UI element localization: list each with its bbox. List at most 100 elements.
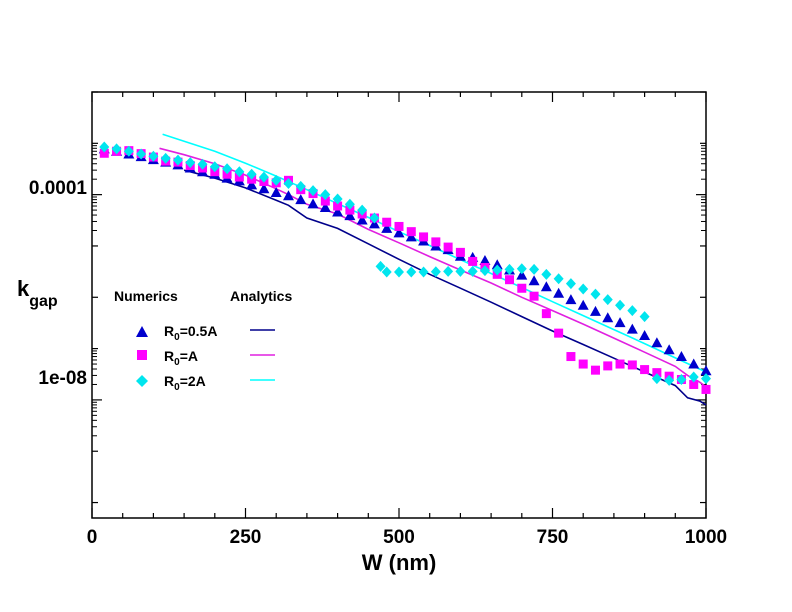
data-point-diamond xyxy=(111,143,122,155)
data-point-square xyxy=(505,275,515,285)
data-point-square xyxy=(468,256,478,266)
data-point-triangle xyxy=(356,214,368,225)
data-point-square xyxy=(529,291,539,301)
data-point-diamond xyxy=(492,264,503,276)
data-point-diamond xyxy=(123,145,134,157)
data-point-triangle xyxy=(675,351,687,362)
data-point-diamond xyxy=(467,265,478,277)
data-point-diamond xyxy=(479,265,490,277)
data-point-triangle xyxy=(700,365,712,376)
y-axis-title: kgap xyxy=(17,276,58,310)
data-point-square xyxy=(431,237,441,247)
data-point-diamond xyxy=(615,299,626,311)
data-point-triangle xyxy=(491,259,503,270)
data-point-diamond xyxy=(369,212,380,224)
legend-label-r05: R0=0.5A xyxy=(164,323,217,343)
data-point-diamond xyxy=(258,171,269,183)
data-point-triangle xyxy=(651,337,663,348)
data-point-square xyxy=(603,361,613,371)
axis-ticks xyxy=(91,91,707,518)
data-point-square xyxy=(517,283,527,293)
data-point-square xyxy=(689,379,699,389)
data-point-diamond xyxy=(639,311,650,323)
data-point-triangle xyxy=(270,187,282,198)
data-point-diamond xyxy=(688,371,699,383)
data-point-diamond xyxy=(578,283,589,295)
data-point-diamond xyxy=(455,265,466,277)
data-point-square xyxy=(554,328,564,338)
data-point-triangle xyxy=(282,190,294,201)
data-point-square xyxy=(222,169,232,179)
legend-marker-square xyxy=(137,350,147,360)
data-point-diamond xyxy=(246,168,257,180)
plot-frame xyxy=(91,91,707,519)
data-point-diamond xyxy=(406,266,417,278)
y-axis-title-sub: gap xyxy=(29,293,58,310)
data-point-diamond xyxy=(443,265,454,277)
data-point-diamond xyxy=(701,373,711,385)
x-axis-title: W (nm) xyxy=(362,550,437,575)
legend-numerics-header: Numerics xyxy=(114,288,178,304)
data-point-square xyxy=(419,232,429,242)
data-point-square xyxy=(406,227,416,237)
data-point-diamond xyxy=(394,266,404,278)
data-point-diamond xyxy=(504,263,515,275)
data-point-diamond xyxy=(627,305,638,317)
data-point-triangle xyxy=(589,305,601,316)
legend-label-r2: R0=2A xyxy=(164,373,206,393)
data-point-triangle xyxy=(602,312,614,323)
data-point-diamond xyxy=(320,189,331,201)
data-point-triangle xyxy=(393,227,405,238)
data-point-diamond xyxy=(283,177,294,189)
series-line-5 xyxy=(162,133,707,373)
data-point-triangle xyxy=(553,287,565,298)
data-point-square xyxy=(382,217,392,227)
data-point-square xyxy=(541,309,551,319)
data-point-square xyxy=(590,365,600,375)
data-point-diamond xyxy=(222,163,233,175)
x-tick-label-500: 500 xyxy=(383,527,415,548)
data-point-square xyxy=(394,221,404,231)
data-point-triangle xyxy=(246,179,258,190)
series-layer xyxy=(98,133,712,406)
y-tick-label-1e-4: 0.0001 xyxy=(29,178,88,199)
x-tick-label-750: 750 xyxy=(537,527,569,548)
x-tick-label-1000: 1000 xyxy=(685,527,727,548)
data-point-square xyxy=(627,360,637,370)
data-point-triangle xyxy=(639,329,651,340)
data-point-triangle xyxy=(577,299,589,310)
data-point-square xyxy=(333,201,343,211)
data-point-triangle xyxy=(688,358,700,369)
data-point-diamond xyxy=(516,263,527,275)
data-point-square xyxy=(701,384,711,394)
data-point-triangle xyxy=(258,183,270,194)
data-point-diamond xyxy=(529,263,540,275)
data-point-diamond xyxy=(99,141,110,153)
data-point-diamond xyxy=(197,158,208,170)
data-point-triangle xyxy=(344,210,356,221)
x-tick-label-0: 0 xyxy=(87,527,98,548)
data-point-diamond xyxy=(602,294,613,306)
data-point-diamond xyxy=(664,374,675,386)
data-point-diamond xyxy=(676,373,687,385)
data-point-diamond xyxy=(541,268,552,280)
legend: Numerics Analytics R0=0.5A R0=A R0=2A xyxy=(114,288,292,393)
data-point-triangle xyxy=(479,255,491,266)
data-point-triangle xyxy=(405,231,417,242)
data-point-diamond xyxy=(148,150,159,162)
x-tick-label-250: 250 xyxy=(230,527,262,548)
data-point-diamond xyxy=(651,373,662,385)
data-point-triangle xyxy=(614,317,626,328)
data-point-triangle xyxy=(319,202,331,213)
data-point-square xyxy=(345,205,355,215)
data-point-triangle xyxy=(381,222,393,233)
data-point-square xyxy=(615,359,625,369)
data-point-diamond xyxy=(590,288,601,300)
data-point-square xyxy=(652,368,662,378)
data-point-diamond xyxy=(565,278,576,290)
y-axis-title-main: k xyxy=(17,276,30,301)
data-point-triangle xyxy=(307,198,319,209)
data-point-triangle xyxy=(516,269,528,280)
data-point-diamond xyxy=(160,152,171,164)
